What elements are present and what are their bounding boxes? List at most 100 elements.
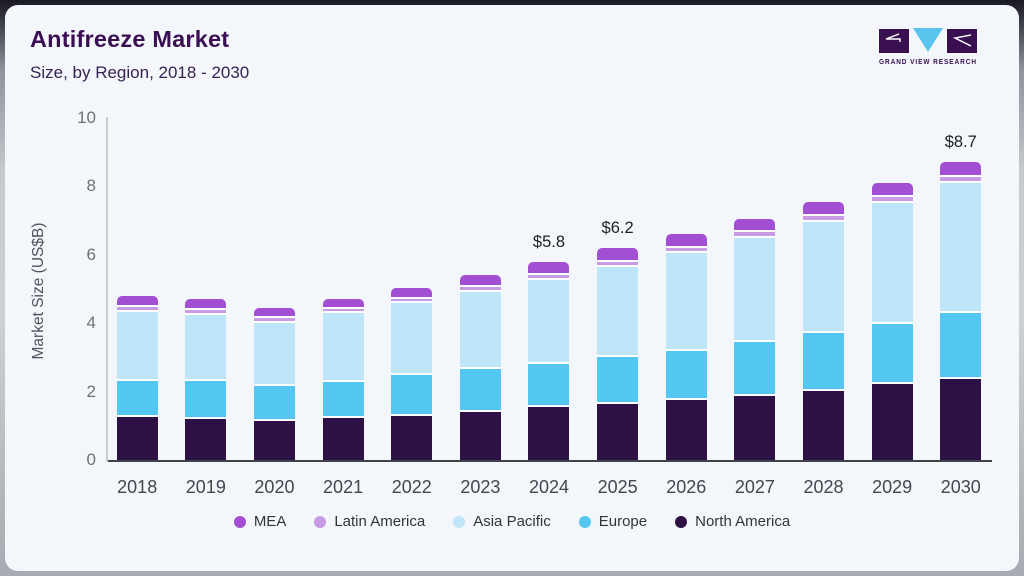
bar-segment-mea-2023 xyxy=(459,275,501,287)
bar-segment-latin-america-2030 xyxy=(940,176,982,183)
bar-segment-latin-america-2029 xyxy=(871,197,913,204)
bar-2019 xyxy=(185,299,227,460)
legend-item-asia-pacific: Asia Pacific xyxy=(453,513,551,530)
logo-g-block xyxy=(879,29,909,53)
bar-segment-europe-2029 xyxy=(871,323,913,385)
chart-card: Antifreeze Market Size, by Region, 2018 … xyxy=(5,5,1019,571)
bar-segment-europe-2024 xyxy=(528,363,570,408)
bar-segment-north-america-2018 xyxy=(116,417,158,460)
x-label-2029: 2029 xyxy=(872,477,913,497)
bar-segment-north-america-2028 xyxy=(803,390,844,460)
bar-segment-europe-2020 xyxy=(253,386,295,421)
x-label-2027: 2027 xyxy=(734,477,775,497)
legend-label: Latin America xyxy=(334,513,426,530)
bar-segment-north-america-2030 xyxy=(940,379,982,460)
bar-2027 xyxy=(734,218,776,460)
y-tick-2: 2 xyxy=(86,381,96,401)
bar-segment-mea-2022 xyxy=(391,287,433,299)
logo-v-triangle xyxy=(913,28,943,52)
bar-segment-asia-pacific-2021 xyxy=(322,313,364,382)
bar-segment-asia-pacific-2028 xyxy=(803,221,844,333)
x-label-2018: 2018 xyxy=(117,477,158,497)
bar-segment-latin-america-2028 xyxy=(803,215,844,222)
bar-segment-north-america-2020 xyxy=(253,420,295,460)
bar-segment-europe-2028 xyxy=(803,332,844,391)
legend-item-latin-america: Latin America xyxy=(314,513,425,530)
y-tick-4: 4 xyxy=(86,313,96,333)
legend-label: Asia Pacific xyxy=(473,513,551,530)
gvr-logo: GRAND VIEW RESEARCH xyxy=(879,28,977,66)
x-label-2019: 2019 xyxy=(185,477,226,497)
bar-segment-mea-2025 xyxy=(597,247,639,262)
bar-segment-north-america-2029 xyxy=(871,384,913,460)
x-label-2022: 2022 xyxy=(391,477,432,497)
y-tick-8: 8 xyxy=(86,176,96,196)
legend-label: North America xyxy=(695,513,791,530)
bar-segment-north-america-2025 xyxy=(597,403,639,460)
bar-2023 xyxy=(459,275,501,460)
x-axis-line xyxy=(108,460,992,462)
x-label-2025: 2025 xyxy=(597,477,638,497)
bar-segment-mea-2018 xyxy=(116,295,158,307)
bar-2030 xyxy=(940,162,982,460)
legend-swatch-north-america xyxy=(675,515,688,528)
y-tick-10: 10 xyxy=(77,108,96,127)
bar-segment-europe-2023 xyxy=(459,369,501,412)
bar-segment-mea-2024 xyxy=(528,261,570,275)
bar-2026 xyxy=(665,234,707,460)
bar-segment-europe-2022 xyxy=(391,374,433,416)
legend-item-mea: MEA xyxy=(233,513,286,530)
bar-2022 xyxy=(391,287,433,460)
x-label-2021: 2021 xyxy=(323,477,364,497)
x-label-2026: 2026 xyxy=(666,477,707,497)
y-axis-label: Market Size (US$B) xyxy=(30,222,47,360)
bar-segment-asia-pacific-2024 xyxy=(528,280,570,364)
bar-segment-asia-pacific-2026 xyxy=(665,253,707,351)
bar-segment-latin-america-2023 xyxy=(459,286,501,292)
bar-segment-mea-2029 xyxy=(871,183,913,198)
stacked-bar-chart: Market Size (US$B) 0 2 4 6 8 10 2018 2019 2020 20… xyxy=(5,5,1019,571)
bar-segment-europe-2027 xyxy=(734,341,776,397)
bar-segment-asia-pacific-2030 xyxy=(940,182,982,314)
bar-segment-latin-america-2027 xyxy=(734,231,776,238)
legend-swatch-mea xyxy=(233,515,246,528)
y-tick-0: 0 xyxy=(86,450,96,469)
bar-segment-mea-2030 xyxy=(940,162,982,177)
total-label-2024: $5.8 xyxy=(532,232,566,251)
bar-segment-north-america-2026 xyxy=(665,400,707,460)
bar-2024 xyxy=(528,261,570,460)
bar-segment-north-america-2027 xyxy=(734,396,776,460)
bar-segment-latin-america-2024 xyxy=(528,274,570,281)
bar-segment-asia-pacific-2020 xyxy=(253,323,295,387)
bar-segment-latin-america-2019 xyxy=(185,310,227,315)
bar-segment-latin-america-2021 xyxy=(322,308,364,314)
bar-segment-north-america-2024 xyxy=(528,407,570,460)
bar-2021 xyxy=(322,298,364,460)
bar-segment-mea-2027 xyxy=(734,218,776,232)
bar-segment-asia-pacific-2019 xyxy=(185,315,227,381)
legend-item-europe: Europe xyxy=(578,513,647,530)
bar-segment-latin-america-2026 xyxy=(665,247,707,254)
page-title: Antifreeze Market xyxy=(30,26,230,52)
bar-segment-asia-pacific-2027 xyxy=(734,237,776,342)
bar-segment-asia-pacific-2025 xyxy=(597,266,639,357)
page-subtitle: Size, by Region, 2018 - 2030 xyxy=(30,63,250,82)
bar-segment-asia-pacific-2022 xyxy=(391,303,433,375)
legend-swatch-europe xyxy=(578,515,591,528)
bar-segment-europe-2021 xyxy=(322,381,364,419)
x-label-2024: 2024 xyxy=(528,477,569,497)
bar-segment-europe-2030 xyxy=(940,313,982,380)
legend-swatch-asia-pacific xyxy=(453,515,466,528)
total-label-2025: $6.2 xyxy=(601,218,634,237)
chart-legend: MEA Latin America Asia Pacific Europe North … xyxy=(5,513,1019,530)
bar-segment-europe-2025 xyxy=(597,356,639,404)
logo-text: GRAND VIEW RESEARCH xyxy=(879,59,977,66)
bar-segment-europe-2026 xyxy=(665,350,707,401)
bar-2029 xyxy=(871,183,913,460)
bar-2018 xyxy=(116,295,158,460)
bar-segment-mea-2019 xyxy=(185,299,227,311)
bar-segment-mea-2028 xyxy=(803,201,844,216)
x-label-2028: 2028 xyxy=(803,477,844,497)
bar-segment-asia-pacific-2023 xyxy=(459,291,501,370)
bar-segment-north-america-2019 xyxy=(185,418,227,460)
